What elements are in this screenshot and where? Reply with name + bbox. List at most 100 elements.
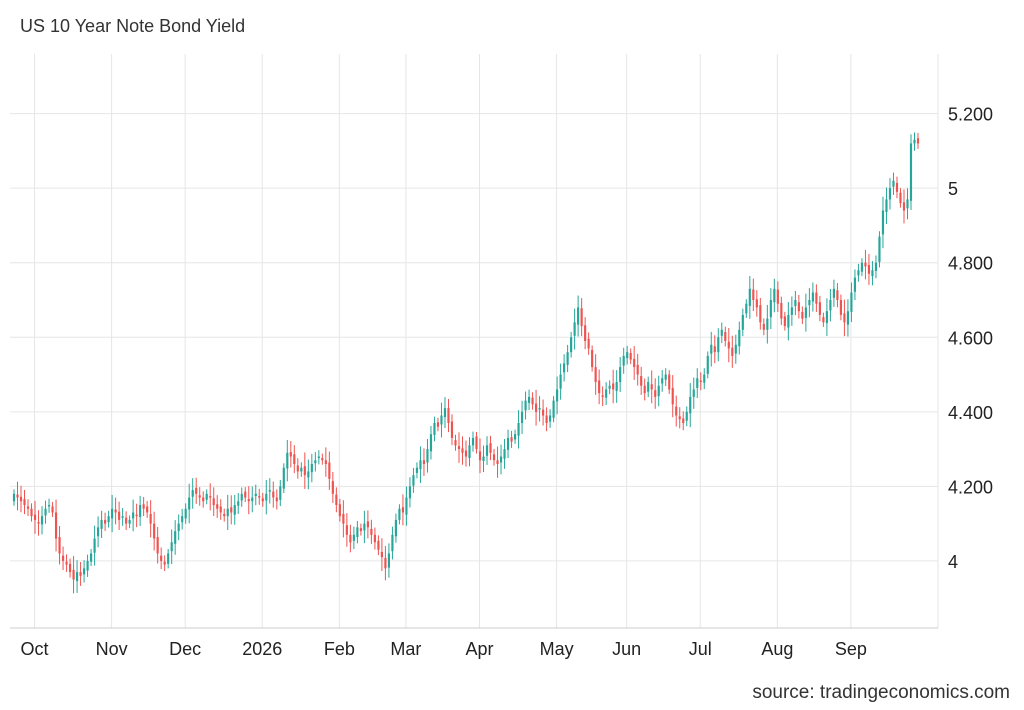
candle bbox=[195, 477, 198, 504]
candle bbox=[443, 397, 447, 429]
candle-body bbox=[612, 383, 615, 390]
candle-body bbox=[121, 516, 124, 518]
candle-body bbox=[573, 322, 576, 336]
candle bbox=[541, 399, 545, 426]
candle bbox=[153, 511, 156, 551]
candle-body bbox=[468, 445, 471, 459]
candle-body bbox=[251, 497, 254, 502]
candle-body bbox=[664, 374, 667, 380]
candle bbox=[899, 188, 902, 208]
candle bbox=[678, 407, 681, 429]
candle bbox=[857, 263, 860, 282]
candle-body bbox=[461, 448, 464, 453]
candle-body bbox=[794, 300, 797, 306]
candle bbox=[783, 311, 786, 331]
candle-body bbox=[47, 505, 51, 507]
candle bbox=[118, 501, 121, 530]
candle-body bbox=[671, 387, 674, 405]
candle bbox=[352, 526, 355, 549]
candle-body bbox=[286, 452, 289, 469]
candle bbox=[89, 548, 93, 567]
candle bbox=[499, 444, 503, 475]
candle-body bbox=[12, 493, 16, 502]
candle-body bbox=[223, 513, 226, 517]
candle bbox=[836, 283, 839, 308]
candle-body bbox=[776, 289, 779, 304]
candle bbox=[405, 486, 408, 526]
candle bbox=[139, 495, 142, 527]
candle bbox=[54, 499, 58, 552]
candle-body bbox=[808, 300, 811, 306]
candle-body bbox=[755, 299, 758, 308]
candle-body bbox=[769, 300, 772, 318]
candle bbox=[657, 375, 660, 407]
candle bbox=[174, 520, 177, 555]
candle-body bbox=[471, 437, 475, 446]
candle bbox=[878, 231, 881, 268]
y-tick-label-6: 5.200 bbox=[948, 105, 993, 125]
candles bbox=[12, 132, 920, 594]
candle bbox=[752, 278, 755, 311]
candle-body bbox=[748, 288, 751, 306]
candle-body bbox=[766, 318, 769, 330]
candle-body bbox=[759, 305, 762, 323]
candle-body bbox=[384, 557, 387, 569]
candle bbox=[377, 535, 380, 556]
candle-body bbox=[160, 555, 163, 561]
candle bbox=[160, 547, 163, 570]
candle-body bbox=[139, 505, 142, 517]
candle bbox=[629, 348, 632, 365]
candle bbox=[734, 334, 737, 364]
candle bbox=[181, 508, 184, 530]
candle bbox=[314, 452, 317, 472]
candle-body bbox=[584, 325, 587, 341]
candle bbox=[440, 402, 443, 438]
candle-body bbox=[780, 302, 783, 319]
candle bbox=[40, 506, 44, 535]
candle-body bbox=[405, 497, 408, 515]
candle-body bbox=[829, 300, 832, 311]
candle bbox=[790, 296, 793, 326]
candle bbox=[885, 187, 888, 224]
candle bbox=[275, 489, 278, 510]
candle-body bbox=[594, 367, 597, 382]
candle-body bbox=[100, 519, 103, 529]
candle bbox=[615, 370, 618, 403]
candle bbox=[93, 525, 96, 566]
candle bbox=[839, 294, 843, 321]
candle bbox=[727, 327, 730, 363]
candle bbox=[272, 481, 275, 508]
candle-body bbox=[16, 494, 19, 498]
candle-body bbox=[86, 560, 89, 571]
candle bbox=[104, 512, 107, 531]
candle bbox=[321, 453, 324, 465]
candle-body bbox=[58, 537, 61, 554]
candle bbox=[387, 543, 391, 578]
candle bbox=[324, 447, 327, 477]
candle bbox=[633, 346, 636, 380]
candle bbox=[408, 477, 412, 508]
candle bbox=[584, 317, 587, 350]
candle bbox=[121, 507, 124, 526]
candle bbox=[860, 258, 864, 277]
candle bbox=[489, 435, 492, 461]
candle-body bbox=[219, 506, 222, 513]
candle bbox=[33, 500, 37, 534]
x-tick-label-9: Jul bbox=[689, 639, 712, 659]
candle-body bbox=[482, 456, 485, 462]
candle-body bbox=[33, 514, 37, 520]
candle bbox=[415, 462, 419, 479]
candle-body bbox=[331, 481, 334, 494]
candle bbox=[111, 494, 114, 533]
candle bbox=[808, 288, 811, 318]
candle bbox=[804, 293, 807, 332]
candle bbox=[202, 491, 205, 508]
candle bbox=[710, 331, 713, 367]
candle bbox=[471, 431, 475, 452]
candle-body bbox=[289, 452, 292, 457]
candle bbox=[279, 480, 282, 507]
candle-body bbox=[310, 464, 313, 473]
candle-body bbox=[440, 415, 443, 425]
candle bbox=[864, 249, 867, 280]
candle bbox=[356, 521, 359, 544]
